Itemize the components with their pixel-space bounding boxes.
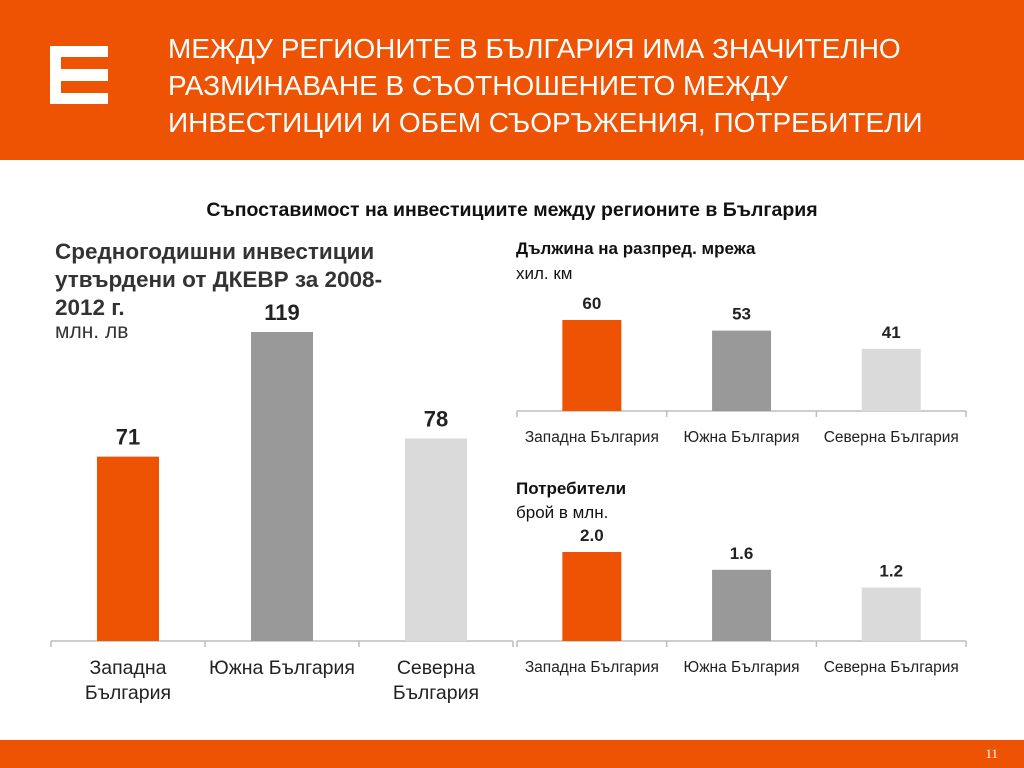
bar-north <box>861 348 921 411</box>
section-subtitle: Съпоставимост на инвестициите между реги… <box>206 199 818 221</box>
bar-west <box>97 456 159 641</box>
category-label: Северна <box>397 657 476 679</box>
data-label: 78 <box>424 406 448 431</box>
investment-chart-title-line: 2012 г. <box>55 295 125 320</box>
data-label: 53 <box>732 305 751 324</box>
data-label: 1.6 <box>730 544 754 563</box>
category-label: Северна България <box>824 659 959 676</box>
investment-chart-title-line: утвърдени от ДКЕВР за 2008- <box>55 267 383 292</box>
customers-chart-title: Потребители <box>516 479 627 498</box>
bar-south <box>712 330 772 411</box>
category-label: Западна България <box>525 429 659 446</box>
page-number: 11 <box>985 746 998 761</box>
bar-south <box>251 332 313 641</box>
page-title-line: МЕЖДУ РЕГИОНИТЕ В БЪЛГАРИЯ ИМА ЗНАЧИТЕЛН… <box>168 33 901 64</box>
data-label: 60 <box>582 294 601 313</box>
network-chart-title: Дължина на разпред. мрежа <box>516 239 756 258</box>
category-label: Южна България <box>684 429 800 446</box>
category-label: България <box>393 682 479 704</box>
category-label: Западна България <box>525 659 659 676</box>
page-title: МЕЖДУ РЕГИОНИТЕ В БЪЛГАРИЯ ИМА ЗНАЧИТЕЛН… <box>168 30 1008 141</box>
page-title-line: РАЗМИНАВАНЕ В СЪОТНОШЕНИЕТО МЕЖДУ <box>168 70 788 101</box>
bar-north <box>405 438 467 641</box>
investment-chart-title-line: Средногодишни инвестиции <box>55 239 375 264</box>
category-label: Южна България <box>209 657 355 679</box>
investment-chart-unit: млн. лв <box>55 320 129 343</box>
bar-west <box>562 552 622 641</box>
customers-chart-unit: брой в млн. <box>516 503 609 522</box>
investment-chart-title: Средногодишни инвестиции утвърдени от ДК… <box>55 238 382 322</box>
page-title-line: ИНВЕСТИЦИИ И ОБЕМ СЪОРЪЖЕНИЯ, ПОТРЕБИТЕЛ… <box>168 107 923 138</box>
network-chart-unit: хил. км <box>516 264 573 283</box>
category-label: България <box>85 682 171 704</box>
bar-west <box>562 320 622 411</box>
category-label: Северна България <box>824 429 959 446</box>
data-label: 41 <box>882 323 901 342</box>
bar-south <box>712 569 772 641</box>
data-label: 1.2 <box>879 562 903 581</box>
data-label: 71 <box>116 425 140 450</box>
bar-north <box>861 587 921 641</box>
data-label: 2.0 <box>580 526 604 545</box>
header-bar: МЕЖДУ РЕГИОНИТЕ В БЪЛГАРИЯ ИМА ЗНАЧИТЕЛН… <box>0 0 1024 160</box>
footer-bar: 11 <box>0 740 1024 768</box>
cez-logo-icon <box>50 46 108 104</box>
data-label: 119 <box>264 300 300 325</box>
category-label: Южна България <box>684 659 800 676</box>
category-label: Западна <box>89 657 166 679</box>
